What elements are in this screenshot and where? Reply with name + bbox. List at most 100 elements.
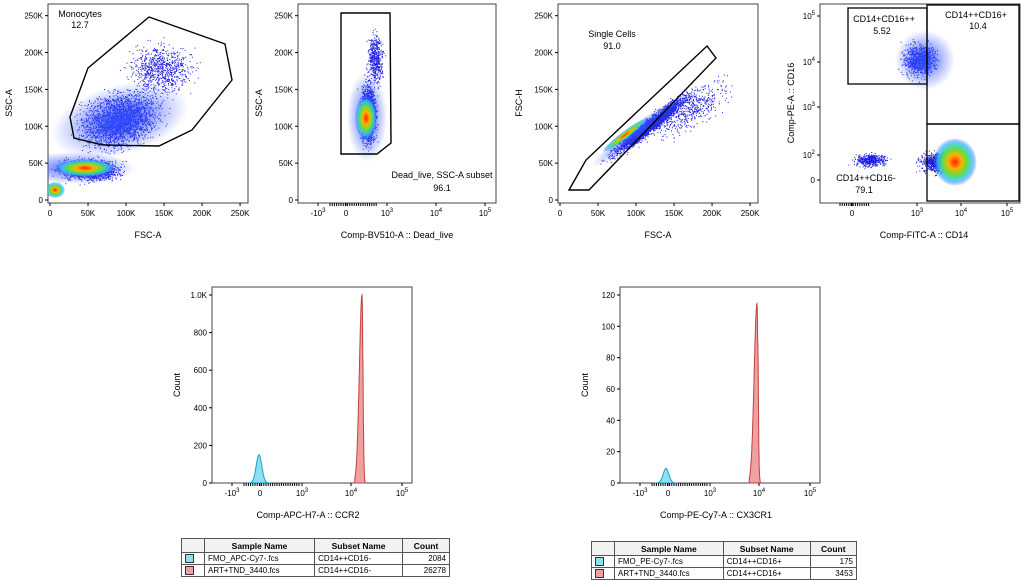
event-dot — [154, 50, 156, 52]
event-dot — [185, 56, 187, 58]
event-dot — [175, 86, 177, 87]
event-dot — [160, 52, 162, 53]
event-dot — [181, 62, 183, 64]
event-dot — [150, 76, 152, 78]
event-dot — [163, 43, 165, 44]
event-dot — [160, 68, 162, 70]
event-dot — [157, 61, 158, 63]
event-dot — [175, 71, 177, 72]
event-dot — [173, 69, 175, 70]
event-dot — [144, 67, 146, 69]
event-dot — [177, 51, 178, 53]
p1-y-tick-label: 0 — [39, 196, 44, 205]
event-dot — [168, 70, 170, 72]
event-dot — [157, 77, 159, 79]
event-dot — [138, 73, 140, 75]
event-dot — [141, 65, 143, 67]
event-dot — [180, 48, 182, 49]
event-dot — [166, 65, 167, 67]
event-dot — [151, 75, 153, 77]
event-dot — [191, 56, 193, 58]
event-dot — [162, 79, 164, 81]
event-dot — [152, 64, 154, 66]
event-dot — [176, 67, 178, 69]
event-dot — [162, 63, 164, 65]
event-dot — [144, 73, 146, 75]
event-dot — [166, 68, 168, 70]
p1-y-tick-label: 150K — [24, 85, 43, 94]
event-dot — [149, 61, 151, 63]
event-dot — [172, 67, 174, 69]
event-dot — [163, 58, 165, 60]
event-dot — [144, 58, 146, 60]
event-dot — [163, 69, 165, 71]
event-dot — [176, 80, 178, 82]
event-dot — [169, 59, 171, 60]
event-dot — [159, 56, 161, 58]
event-dot — [155, 50, 157, 51]
density-blob — [48, 182, 65, 198]
event-dot — [139, 49, 141, 51]
event-dot — [163, 48, 164, 50]
event-dot — [142, 64, 144, 66]
event-dot — [134, 62, 136, 64]
event-dot — [173, 67, 175, 69]
event-dot — [158, 79, 160, 81]
event-dot — [141, 49, 143, 51]
event-dot — [176, 63, 178, 65]
event-dot — [178, 87, 180, 89]
event-dot — [151, 68, 153, 70]
event-dot — [167, 69, 169, 71]
event-dot — [151, 58, 153, 60]
event-dot — [165, 67, 167, 69]
event-dot — [157, 75, 159, 77]
event-dot — [164, 60, 166, 62]
event-dot — [147, 80, 149, 82]
event-dot — [167, 67, 169, 69]
event-dot — [142, 68, 144, 70]
event-dot — [153, 74, 155, 76]
event-dot — [162, 71, 164, 72]
event-dot — [174, 68, 175, 70]
event-dot — [173, 52, 175, 54]
event-dot — [161, 49, 163, 51]
event-dot — [155, 65, 157, 67]
event-dot — [160, 68, 162, 70]
event-dot — [158, 74, 160, 76]
event-dot — [181, 80, 183, 82]
event-dot — [178, 89, 180, 91]
event-dot — [127, 79, 129, 80]
event-dot — [180, 63, 182, 65]
event-dot — [140, 69, 142, 70]
event-dot — [169, 73, 171, 75]
event-dot — [163, 80, 165, 82]
event-dot — [166, 57, 168, 59]
event-dot — [172, 61, 174, 63]
event-dot — [162, 72, 163, 74]
event-dot — [146, 65, 148, 67]
event-dot — [179, 69, 181, 71]
event-dot — [142, 63, 144, 64]
event-dot — [138, 58, 140, 60]
event-dot — [178, 65, 180, 66]
density-blob — [55, 159, 115, 177]
event-dot — [177, 57, 179, 59]
event-dot — [161, 70, 163, 72]
event-dot — [148, 69, 149, 71]
event-dot — [152, 58, 154, 60]
event-dot — [179, 72, 181, 74]
event-dot — [180, 61, 182, 63]
event-dot — [129, 65, 131, 67]
event-dot — [171, 78, 173, 79]
event-dot — [141, 79, 143, 81]
event-dot — [152, 70, 154, 72]
event-dot — [143, 81, 145, 83]
event-dot — [171, 75, 173, 77]
event-dot — [145, 50, 146, 52]
p1-x-tick-label: 50K — [81, 209, 96, 218]
event-dot — [151, 71, 153, 73]
event-dot — [153, 59, 155, 61]
event-dot — [171, 73, 173, 75]
event-dot — [171, 61, 173, 63]
event-dot — [165, 64, 167, 66]
